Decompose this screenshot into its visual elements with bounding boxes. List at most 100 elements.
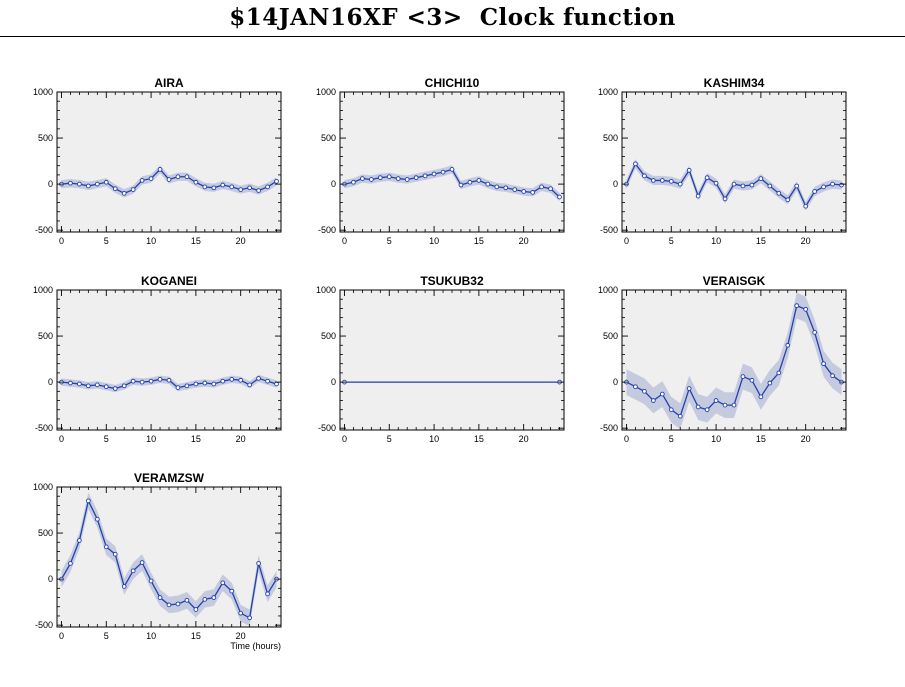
data-point <box>530 190 535 195</box>
x-tick-label: 10 <box>711 236 721 246</box>
data-point <box>211 381 217 387</box>
data-point <box>642 173 647 179</box>
x-tick-label: 20 <box>519 236 529 246</box>
y-tick-label: 0 <box>613 179 618 189</box>
data-point <box>256 561 261 566</box>
data-point <box>830 181 835 187</box>
plot-title: CHICHI10 <box>425 76 480 90</box>
plot-area <box>57 290 281 430</box>
data-point <box>238 610 244 616</box>
data-point <box>220 378 226 384</box>
data-point <box>184 597 190 603</box>
data-point <box>202 184 208 190</box>
x-tick-label: 5 <box>669 434 674 444</box>
data-point <box>785 342 791 348</box>
plot-area <box>622 92 846 232</box>
data-point <box>767 183 773 189</box>
data-point <box>139 178 145 183</box>
y-tick-label: 0 <box>48 179 53 189</box>
data-point <box>503 185 509 191</box>
y-tick-label: 0 <box>331 377 336 387</box>
data-point <box>695 193 701 199</box>
data-point <box>677 413 683 419</box>
data-point <box>668 407 674 413</box>
data-point <box>247 382 252 388</box>
data-point <box>722 402 728 408</box>
data-point <box>274 381 279 387</box>
y-tick-label: -500 <box>318 225 336 235</box>
uncertainty-band <box>626 292 842 430</box>
data-point <box>360 176 365 181</box>
data-point <box>395 176 401 181</box>
y-tick-label: 500 <box>321 133 336 143</box>
data-point <box>467 179 473 185</box>
x-tick-label: 20 <box>519 434 529 444</box>
x-tick-label: 0 <box>59 434 64 444</box>
y-tick-label: -500 <box>35 423 53 433</box>
data-point <box>713 398 719 403</box>
data-point <box>130 187 136 192</box>
data-point <box>68 380 73 386</box>
data-point <box>659 178 665 183</box>
data-point <box>148 378 154 384</box>
data-point <box>476 178 482 183</box>
x-tick-label: 10 <box>429 434 439 444</box>
x-tick-label: 15 <box>191 434 201 444</box>
data-point <box>749 182 755 188</box>
x-tick-label: 15 <box>756 236 766 246</box>
data-point <box>494 184 500 190</box>
x-tick-label: 10 <box>146 236 156 246</box>
x-axis-label: Time (hours) <box>230 641 281 651</box>
data-point <box>794 183 800 189</box>
x-tick-label: 5 <box>669 236 674 246</box>
data-point <box>539 184 544 190</box>
plot-title: VERAISGK <box>703 274 766 288</box>
y-tick-label: 1000 <box>316 285 336 295</box>
data-point <box>485 181 491 187</box>
data-point <box>175 385 181 390</box>
x-tick-label: 0 <box>624 236 629 246</box>
data-point <box>112 386 118 391</box>
data-point <box>265 591 270 597</box>
x-tick-label: 5 <box>104 631 109 641</box>
data-point <box>68 561 73 566</box>
data-point <box>812 330 817 335</box>
x-tick-label: 5 <box>387 236 392 246</box>
y-tick-label: -500 <box>35 225 53 235</box>
data-point <box>830 373 835 379</box>
y-tick-label: 500 <box>38 528 53 538</box>
data-point <box>202 380 208 386</box>
uncertainty-band <box>344 165 560 202</box>
data-point <box>86 383 91 389</box>
x-tick-label: 15 <box>474 434 484 444</box>
data-point <box>668 178 674 184</box>
data-point <box>256 188 261 193</box>
data-point <box>651 398 656 403</box>
y-tick-label: -500 <box>318 423 336 433</box>
y-tick-label: 0 <box>331 179 336 189</box>
data-point <box>139 560 145 565</box>
page-title: $14JAN16XF <3> Clock function <box>229 4 676 31</box>
plot-title: KASHIM34 <box>704 76 765 90</box>
data-point <box>713 180 719 186</box>
data-point <box>758 176 764 181</box>
plot-tsukub32: 0 5 10 15 20 -500 0 500 1000 TSUKUB32 <box>316 274 565 444</box>
data-point <box>431 171 437 177</box>
plot-veramzsw: 0 5 10 15 20 -500 0 500 1000 VERAMZSW Time (hours) <box>33 471 282 651</box>
y-tick-label: 0 <box>48 574 53 584</box>
data-point <box>112 186 118 192</box>
data-point <box>749 377 755 383</box>
data-point <box>803 306 809 312</box>
x-tick-label: 10 <box>146 434 156 444</box>
x-tick-label: 5 <box>104 236 109 246</box>
data-point <box>77 381 82 387</box>
plot-koganei: 0 5 10 15 20 -500 0 500 1000 KOGANEI <box>33 274 282 444</box>
uncertainty-band <box>61 492 277 627</box>
x-tick-label: 0 <box>59 236 64 246</box>
x-tick-label: 20 <box>801 434 811 444</box>
data-point <box>265 184 270 190</box>
data-point <box>184 174 190 180</box>
data-point <box>404 177 410 182</box>
x-tick-label: 15 <box>191 631 201 641</box>
data-point <box>68 180 73 186</box>
